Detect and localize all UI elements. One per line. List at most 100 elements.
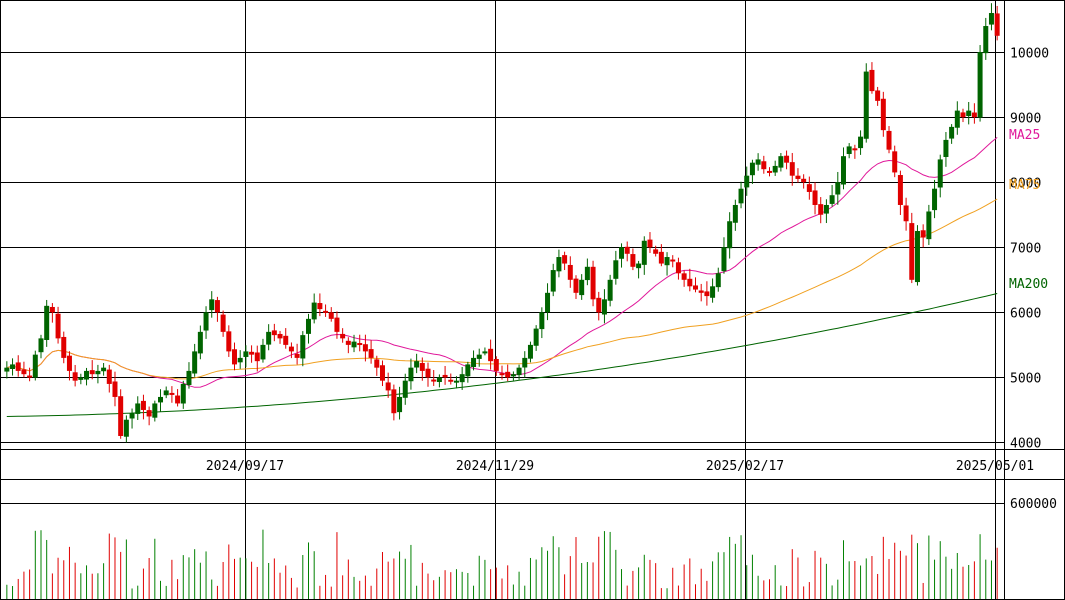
x-tick-label: 2024/09/17 [206,459,284,474]
candle-body [624,246,630,254]
candle-body [38,338,44,353]
candle-body [323,310,329,313]
candle-body [744,175,750,188]
candle-body [573,278,579,293]
candle-body [44,305,50,340]
y-tick-label: 8000 [1010,177,1041,192]
candle-body [687,278,693,287]
candle-body [527,344,533,359]
candle-body [846,146,852,154]
candle-body [983,26,989,54]
candle-body [459,374,465,383]
candle-body [95,370,101,375]
candle-body [977,52,983,118]
candle-body [755,159,761,165]
candle-body [254,352,260,362]
candle-body [852,148,858,151]
candle-body [789,162,795,176]
candle-body [636,263,642,269]
candle-body [704,291,710,297]
candle-body [317,303,323,310]
candle-body [749,162,755,176]
candle-body [681,273,687,280]
candle-body [345,340,351,345]
candle-body [311,302,317,320]
candle-body [89,370,95,375]
candle-body [328,312,334,319]
candle-body [101,367,107,372]
candle-body [169,392,175,395]
candle-body [414,361,420,368]
date-axis-labels: 2024/09/17 2024/11/29 2025/02/17 2025/05/01 [206,459,1034,474]
y-tick-label: 7000 [1010,242,1041,257]
candle-body [4,367,10,372]
candle-body [545,292,551,313]
candle-body [232,349,238,365]
candle-body [27,375,33,378]
candle-body [163,390,169,396]
candle-body [698,290,704,293]
candle-body [880,98,886,131]
candle-body [197,331,203,354]
candle-body [949,126,955,139]
candle-body [721,247,727,272]
ma-legend-label: MA200 [1009,277,1048,292]
candle-body [943,139,949,157]
candle-body [812,190,818,205]
y-tick-label: 5000 [1010,372,1041,387]
candle-body [488,348,494,362]
candle-body [385,382,391,391]
candle-body [829,195,835,204]
candle-body [260,344,266,360]
candle-body [175,395,181,404]
candle-body [209,299,215,311]
candle-body [351,341,357,348]
candle-body [584,266,590,281]
price-axis-labels: 4000 5000 6000 7000 8000 9000 10000 [1010,47,1049,452]
candle-body [419,363,425,371]
candle-body [601,299,607,315]
candle-body [368,349,374,358]
candle-body [613,260,619,279]
candle-body [271,330,277,336]
candle-body [727,221,733,249]
candle-body [180,383,186,404]
candle-body [869,69,875,92]
candle-body [158,396,164,403]
candle-body [152,403,158,418]
candle-body [249,351,255,355]
candle-body [129,413,135,419]
candle-body [72,372,78,381]
volume-axis-label: 600000 [1010,497,1057,512]
candle-body [300,335,306,359]
candle-body [795,175,801,179]
candle-body [658,251,664,264]
candle-body [237,357,243,363]
candle-body [425,368,431,378]
candle-body [738,188,744,204]
candle-body [806,184,812,192]
candle-body [55,313,61,339]
candle-body [135,403,141,414]
candle-body [15,362,21,371]
candle-body [106,369,112,384]
candle-body [49,306,55,313]
candle-body [863,71,869,139]
candle-body [960,112,966,118]
candle-body [897,175,903,205]
candle-body [146,410,152,417]
candle-body [397,396,403,413]
candle-body [710,286,716,298]
candle-body [442,374,448,378]
candle-body [226,331,232,352]
y-tick-label: 4000 [1010,437,1041,452]
candle-body [835,182,841,195]
candle-body [892,151,898,173]
candle-body [140,400,146,410]
candle-body [664,257,670,266]
candle-body [294,353,300,358]
ma-line [6,293,998,417]
candle-body [476,354,482,359]
